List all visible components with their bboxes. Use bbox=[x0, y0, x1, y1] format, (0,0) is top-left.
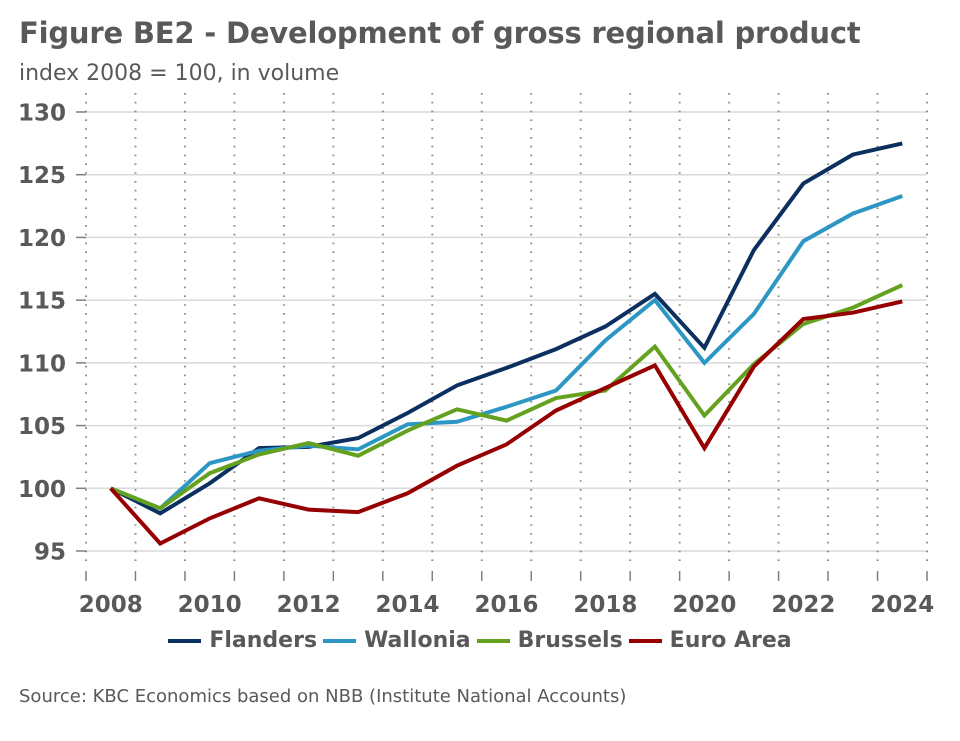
vertical-gridlines bbox=[85, 93, 928, 566]
x-tick-label: 2008 bbox=[79, 592, 143, 618]
y-tick-label: 120 bbox=[18, 226, 66, 252]
x-tick-label: 2022 bbox=[771, 592, 835, 618]
y-tick-label: 130 bbox=[18, 101, 66, 127]
series-lines bbox=[109, 141, 904, 546]
legend-item-flanders[interactable]: Flanders bbox=[168, 628, 317, 653]
legend-swatch-flanders bbox=[168, 638, 202, 643]
x-tick-label: 2020 bbox=[672, 592, 736, 618]
series-line-euro-area bbox=[109, 299, 903, 546]
y-tick-label: 95 bbox=[34, 540, 66, 566]
series-line-brussels bbox=[109, 283, 904, 511]
x-tick-label: 2024 bbox=[870, 592, 934, 618]
x-tick-label: 2012 bbox=[277, 592, 341, 618]
chart-title: Figure BE2 - Development of gross region… bbox=[19, 16, 861, 50]
x-tick-label: 2018 bbox=[573, 592, 637, 618]
horizontal-gridlines bbox=[86, 111, 927, 552]
legend-item-wallonia[interactable]: Wallonia bbox=[323, 628, 471, 653]
legend-item-euro-area[interactable]: Euro Area bbox=[628, 628, 792, 653]
legend-swatch-wallonia bbox=[323, 638, 357, 643]
y-tick-label: 105 bbox=[18, 414, 66, 440]
series-line-wallonia bbox=[109, 194, 903, 511]
legend-label: Brussels bbox=[517, 628, 623, 653]
x-tick-label: 2016 bbox=[474, 592, 538, 618]
legend-swatch-euro-area bbox=[628, 638, 662, 643]
source-note: Source: KBC Economics based on NBB (Inst… bbox=[19, 686, 627, 707]
chart-subtitle: index 2008 = 100, in volume bbox=[19, 61, 340, 86]
legend-label: Wallonia bbox=[364, 628, 471, 653]
y-tick-label: 110 bbox=[18, 351, 66, 377]
legend: Flanders Wallonia Brussels Euro Area bbox=[0, 628, 960, 653]
y-tick-label: 125 bbox=[18, 163, 66, 189]
y-tick-label: 115 bbox=[18, 289, 66, 315]
legend-label: Flanders bbox=[209, 628, 318, 653]
legend-swatch-brussels bbox=[476, 638, 510, 643]
y-tick-label: 100 bbox=[18, 477, 66, 503]
x-tick-label: 2010 bbox=[178, 592, 242, 618]
x-axis: 2008 2010 2012 2014 2016 2018 2020 2022 2024 bbox=[79, 571, 934, 618]
legend-item-brussels[interactable]: Brussels bbox=[476, 628, 623, 653]
x-tick-label: 2014 bbox=[376, 592, 440, 618]
legend-label: Euro Area bbox=[669, 628, 792, 653]
y-axis: 95 100 105 110 115 120 125 130 bbox=[18, 101, 86, 566]
